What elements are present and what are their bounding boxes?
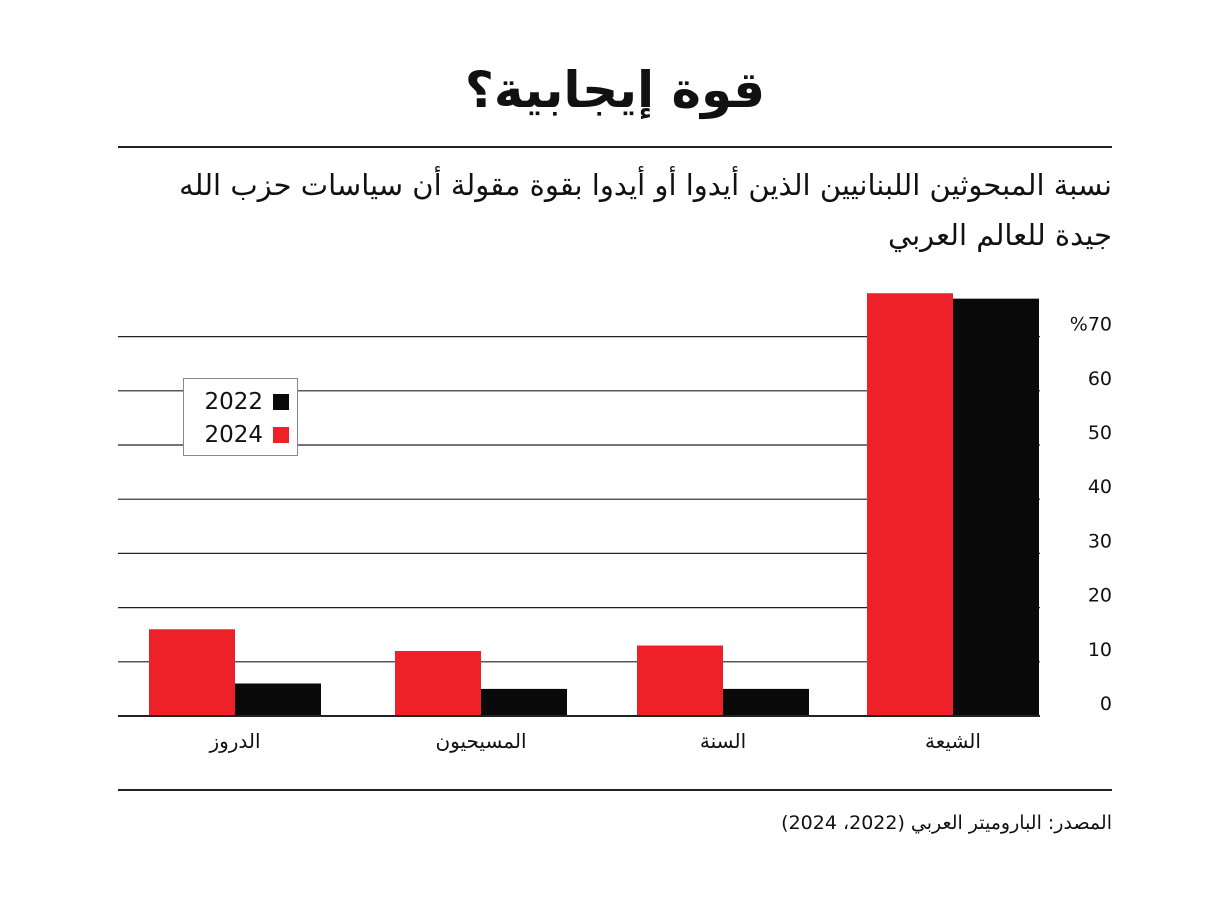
y-tick-label: 20 <box>1088 585 1112 607</box>
bar-2022 <box>953 298 1039 716</box>
legend: 2022 2024 <box>183 378 298 456</box>
y-tick-label: 40 <box>1088 476 1112 498</box>
bar-2022 <box>481 688 567 716</box>
x-category-label: السنة <box>700 729 746 753</box>
legend-item-2024: 2024 <box>184 422 289 448</box>
y-tick-label: 50 <box>1088 422 1112 444</box>
chart-subtitle: نسبة المبحوثين اللبنانيين الذين أيدوا أو… <box>179 168 1112 252</box>
legend-item-2022: 2022 <box>184 389 289 415</box>
legend-label-2022: 2022 <box>204 389 263 415</box>
bar-2022 <box>235 683 321 716</box>
chart-title: قوة إيجابية؟ <box>464 61 766 119</box>
bottom-divider <box>118 789 1112 791</box>
source-note: المصدر: الباروميتر العربي (2022، 2024) <box>781 812 1112 834</box>
legend-label-2024: 2024 <box>204 422 263 448</box>
legend-swatch-2024 <box>273 427 289 443</box>
legend-swatch-2022 <box>273 394 289 410</box>
y-tick-label: 10 <box>1088 639 1112 661</box>
x-category-label: الشيعة <box>925 729 981 753</box>
bar-2024 <box>149 629 235 716</box>
bar-2024 <box>867 293 953 716</box>
y-tick-label: %70 <box>1070 314 1112 336</box>
y-tick-label: 60 <box>1088 368 1112 390</box>
top-divider <box>118 146 1112 148</box>
y-tick-label: 30 <box>1088 530 1112 552</box>
bar-2024 <box>637 645 723 716</box>
x-category-label: الدروز <box>208 729 260 753</box>
y-tick-label: 0 <box>1100 693 1112 715</box>
bar-2022 <box>723 688 809 716</box>
x-category-label: المسيحيون <box>435 729 526 753</box>
bar-2024 <box>395 650 481 716</box>
